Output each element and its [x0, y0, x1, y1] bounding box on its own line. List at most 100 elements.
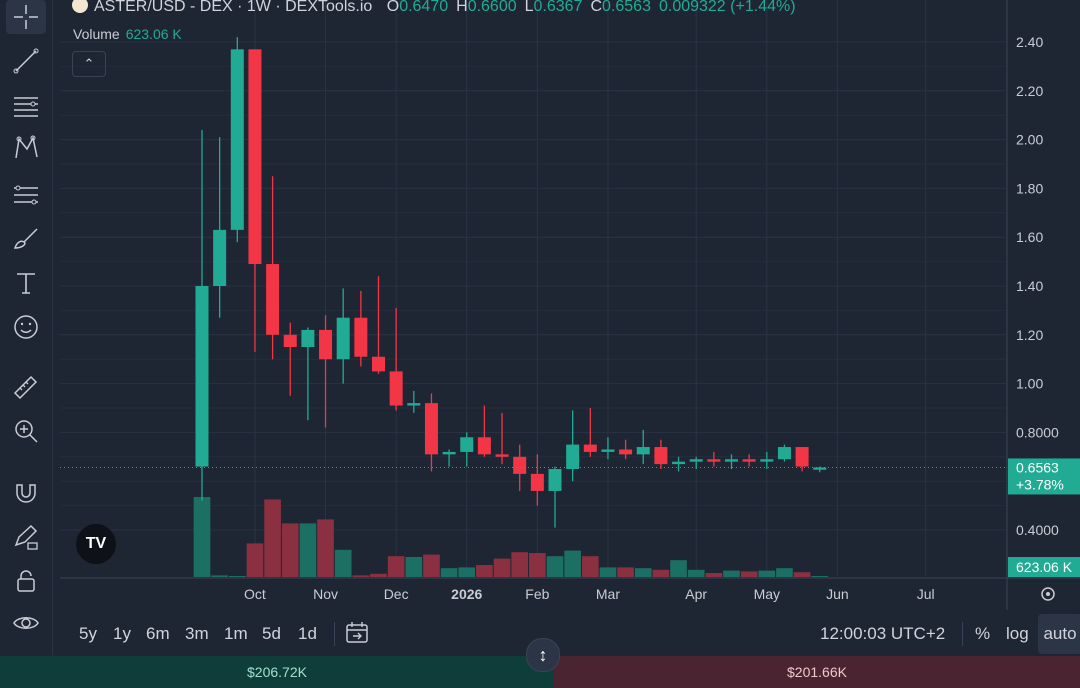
emoji-icon[interactable]	[6, 310, 46, 344]
y-tick-label: 2.40	[1016, 34, 1043, 50]
volume-bar	[493, 558, 511, 577]
ruler-icon[interactable]	[6, 369, 46, 403]
candle-body	[601, 449, 615, 452]
clock-display[interactable]: 12:00:03 UTC+2	[820, 624, 946, 643]
chart-header: ASTER/USD - DEX · 1W · DEXTools.io O0.64…	[72, 0, 804, 16]
candle-body	[619, 449, 633, 455]
range-6m-button[interactable]: 6m	[146, 624, 170, 643]
collapse-legend-button[interactable]: ⌃	[72, 51, 106, 77]
auto-scale-label: auto	[1043, 624, 1077, 643]
volume-bar	[652, 569, 670, 577]
y-tick-label: 1.00	[1016, 376, 1043, 392]
volume-bar	[193, 497, 211, 577]
range-1y-button[interactable]: 1y	[113, 624, 131, 643]
x-tick-label: Jun	[826, 586, 849, 602]
candle-body	[689, 459, 703, 462]
volume-bar	[211, 575, 228, 577]
log-scale-button[interactable]: log	[1006, 624, 1029, 643]
x-tick-label: Mar	[596, 586, 620, 602]
candle-body	[442, 451, 456, 455]
drawing-toolbar	[0, 0, 53, 655]
x-tick-label: Oct	[244, 586, 266, 602]
chart-area[interactable]: 2.40 2.20 2.00 1.80 1.60 1.40 1.20 1.00 0.8000 0.…	[0, 0, 1080, 610]
candle-body	[530, 473, 544, 491]
volume-bar	[793, 572, 811, 577]
candle-body	[583, 444, 597, 452]
tradingview-logo-icon[interactable]: TV	[76, 524, 116, 564]
candle-body	[742, 459, 756, 462]
candle-body	[336, 317, 350, 360]
x-tick-label: Nov	[313, 586, 338, 602]
volume-bar	[423, 554, 440, 577]
pattern-icon[interactable]	[6, 131, 46, 165]
horizontal-lines-icon[interactable]	[6, 88, 46, 122]
candlestick-chart[interactable]: 2.40 2.20 2.00 1.80 1.60 1.40 1.20 1.00 0.8000 0.…	[0, 0, 1080, 610]
percent-scale-button[interactable]: %	[975, 624, 991, 643]
bottom-toolbar: 5y 1y 6m 3m 1m 5d 1d 12:00:03 UTC+2 % lo…	[0, 614, 1080, 654]
price-badge-value: 0.6563	[1016, 459, 1059, 475]
range-3m-button[interactable]: 3m	[185, 624, 209, 643]
candle-body	[195, 286, 209, 467]
trend-line-icon[interactable]	[6, 44, 46, 78]
candle-body	[354, 317, 368, 357]
magnet-icon[interactable]	[6, 475, 46, 509]
candle-body	[477, 437, 491, 455]
y-tick-label: 0.8000	[1016, 424, 1059, 440]
lock-icon[interactable]	[6, 563, 46, 597]
volume-bar	[811, 576, 829, 577]
volume-bar	[670, 560, 687, 577]
x-tick-label: Apr	[685, 586, 707, 602]
symbol-title[interactable]: ASTER/USD - DEX · 1W · DEXTools.io	[94, 0, 373, 15]
range-1m-button[interactable]: 1m	[224, 624, 248, 643]
settings-icon	[1041, 587, 1055, 601]
volume-bar	[405, 557, 423, 577]
volume-bar	[334, 549, 352, 577]
candle-body	[672, 461, 686, 465]
sell-volume-bar[interactable]: $201.66K	[554, 656, 1080, 688]
change-value: 0.009322 (+1.44%)	[658, 0, 796, 15]
candle-body	[795, 447, 809, 467]
volume-bars	[193, 497, 829, 577]
brush-icon[interactable]	[6, 222, 46, 256]
auto-scale-button[interactable]: auto	[1038, 614, 1080, 654]
separator	[334, 622, 335, 646]
candle-body	[372, 356, 385, 372]
volume-bar	[264, 499, 281, 577]
candle-body	[548, 469, 562, 491]
high-label: H	[456, 0, 468, 15]
volume-bar	[634, 568, 652, 577]
settings-icon-center	[1046, 592, 1050, 596]
axes: 2.40 2.20 2.00 1.80 1.60 1.40 1.20 1.00 0.8000 0.…	[60, 0, 1080, 610]
lock-drawing-icon[interactable]	[6, 520, 46, 554]
buy-volume-bar[interactable]: $206.72K	[0, 656, 554, 688]
candle-body	[707, 459, 721, 462]
eye-icon[interactable]	[6, 606, 46, 640]
candle-body	[636, 447, 650, 455]
y-tick-label: 1.20	[1016, 327, 1043, 343]
volume-badge	[1008, 557, 1080, 577]
resize-vertical-icon[interactable]: ↕	[526, 638, 560, 672]
candle-body	[760, 459, 774, 462]
candle-body	[319, 329, 333, 360]
volume-bar	[705, 573, 723, 577]
range-5y-button[interactable]: 5y	[79, 624, 97, 643]
crosshair-icon[interactable]	[6, 0, 46, 34]
volume-bar	[511, 552, 529, 577]
calendar-range-icon[interactable]	[344, 620, 370, 651]
volume-legend: Volume 623.06 K	[73, 26, 182, 42]
close-label: C	[590, 0, 603, 15]
volume-bar	[740, 571, 758, 577]
volume-bar	[458, 567, 476, 577]
zoom-in-icon[interactable]	[6, 414, 46, 448]
volume-bar	[440, 568, 458, 577]
fib-icon[interactable]	[6, 178, 46, 212]
y-tick-label: 1.80	[1016, 180, 1043, 196]
price-badge-change: +3.78%	[1016, 476, 1064, 492]
range-5d-button[interactable]: 5d	[262, 624, 281, 643]
volume-bar	[281, 523, 299, 577]
volume-bar	[246, 543, 264, 577]
trade-panel: $206.72K $201.66K	[0, 656, 1080, 688]
sell-volume-label: $201.66K	[787, 664, 847, 680]
text-icon[interactable]	[6, 266, 46, 300]
range-1d-button[interactable]: 1d	[298, 624, 317, 643]
